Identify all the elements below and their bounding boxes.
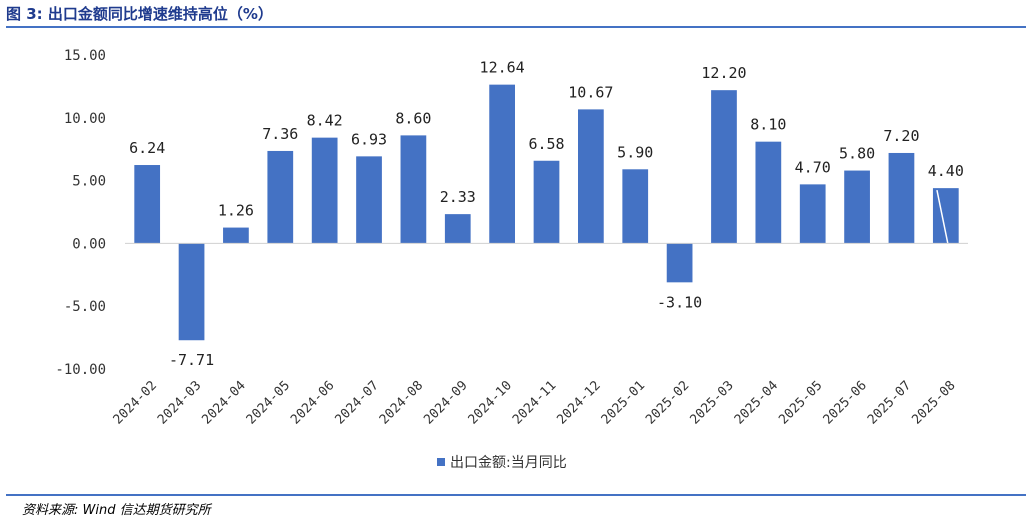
data-label: 8.42 [307,112,343,130]
top-rule [6,26,1026,28]
bar [888,152,915,244]
bar [356,156,382,244]
bar [267,150,294,244]
data-label: 2.33 [440,188,476,206]
x-tick-label: 2025-02 [643,378,692,427]
data-label: 4.70 [795,158,831,176]
data-label: 8.10 [750,116,786,134]
source-note: 资料来源: Wind 信达期货研究所 [22,503,211,518]
data-label: 1.26 [218,202,254,220]
bar [178,243,205,341]
x-tick-label: 2025-05 [776,378,825,427]
x-tick-label: 2025-06 [821,378,870,427]
x-tick-label: 2025-07 [865,378,914,427]
bar [711,90,737,244]
data-label: 10.67 [568,83,613,101]
legend-label: 出口金额:当月同比 [450,455,567,471]
y-axis: 15.00 10.00 5.00 0.00 -5.00 -10.00 [55,48,106,378]
data-labels-group: 6.24 -7.71 1.26 7.36 8.42 6.93 8.60 2.33 12.64 6.… [129,59,964,370]
x-axis: 2024-022024-032024-042024-052024-062024-… [111,378,959,427]
bar [134,165,161,244]
x-tick-label: 2024-12 [554,378,603,427]
x-tick-label: 2025-03 [687,378,736,427]
data-label: 6.93 [351,130,387,148]
figure-title: 图 3: 出口金额同比增速维持高位（%） [6,5,273,23]
bar [622,169,649,244]
data-label: 5.80 [839,145,875,163]
x-tick-label: 2024-09 [421,378,470,427]
data-label: 12.64 [480,59,525,77]
bar [666,243,693,283]
y-tick-label: 10.00 [64,111,106,127]
data-label: -7.71 [169,351,214,369]
bar [578,109,604,244]
x-tick-label: 2024-03 [155,378,204,427]
bar [489,84,515,244]
x-tick-label: 2024-07 [333,378,382,427]
data-label: 7.20 [883,127,919,145]
y-tick-label: 15.00 [64,48,106,64]
y-tick-label: 0.00 [72,236,106,252]
x-tick-label: 2024-08 [377,378,426,427]
data-label: 12.20 [701,64,746,82]
y-tick-label: -10.00 [55,362,106,378]
data-label: 6.58 [528,135,564,153]
bar [311,137,338,244]
x-tick-label: 2024-05 [244,378,293,427]
x-tick-label: 2024-10 [466,378,515,427]
data-label: 6.24 [129,139,165,157]
bottom-rule [6,494,1026,496]
x-tick-label: 2025-01 [599,378,648,427]
bars-group [134,84,959,341]
x-tick-label: 2025-04 [732,378,781,427]
x-tick-label: 2024-02 [111,378,160,427]
bar [533,160,560,244]
x-tick-label: 2024-06 [288,378,337,427]
bar [223,227,249,244]
y-tick-label: 5.00 [72,174,106,190]
bar [799,184,826,244]
bar [444,214,471,244]
x-tick-label: 2025-08 [909,378,958,427]
legend-swatch [437,458,445,466]
y-tick-label: -5.00 [64,299,106,315]
bar-marker-line [936,189,949,244]
data-label: 5.90 [617,143,653,161]
bar [400,135,427,244]
legend: 出口金额:当月同比 [437,455,567,471]
x-tick-label: 2024-04 [199,378,248,427]
data-label: 8.60 [395,109,431,127]
data-label: 7.36 [262,125,298,143]
bar [755,141,782,244]
bar [844,170,870,244]
x-tick-label: 2024-11 [510,378,559,427]
data-label: -3.10 [657,293,702,311]
data-label: 4.40 [928,162,964,180]
